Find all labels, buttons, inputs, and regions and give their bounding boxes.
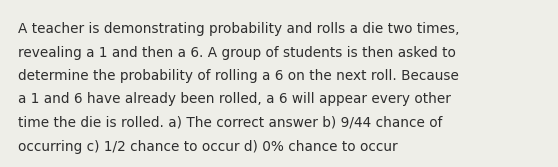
Text: time the die is rolled. a) The correct answer b) 9/44 chance of: time the die is rolled. a) The correct a… (18, 116, 442, 130)
Text: occurring c) 1/2 chance to occur d) 0% chance to occur: occurring c) 1/2 chance to occur d) 0% c… (18, 139, 398, 153)
Text: a 1 and 6 have already been rolled, a 6 will appear every other: a 1 and 6 have already been rolled, a 6 … (18, 93, 451, 107)
Text: determine the probability of rolling a 6 on the next roll. Because: determine the probability of rolling a 6… (18, 69, 459, 83)
Text: revealing a 1 and then a 6. A group of students is then asked to: revealing a 1 and then a 6. A group of s… (18, 45, 456, 59)
Text: A teacher is demonstrating probability and rolls a die two times,: A teacher is demonstrating probability a… (18, 22, 459, 36)
